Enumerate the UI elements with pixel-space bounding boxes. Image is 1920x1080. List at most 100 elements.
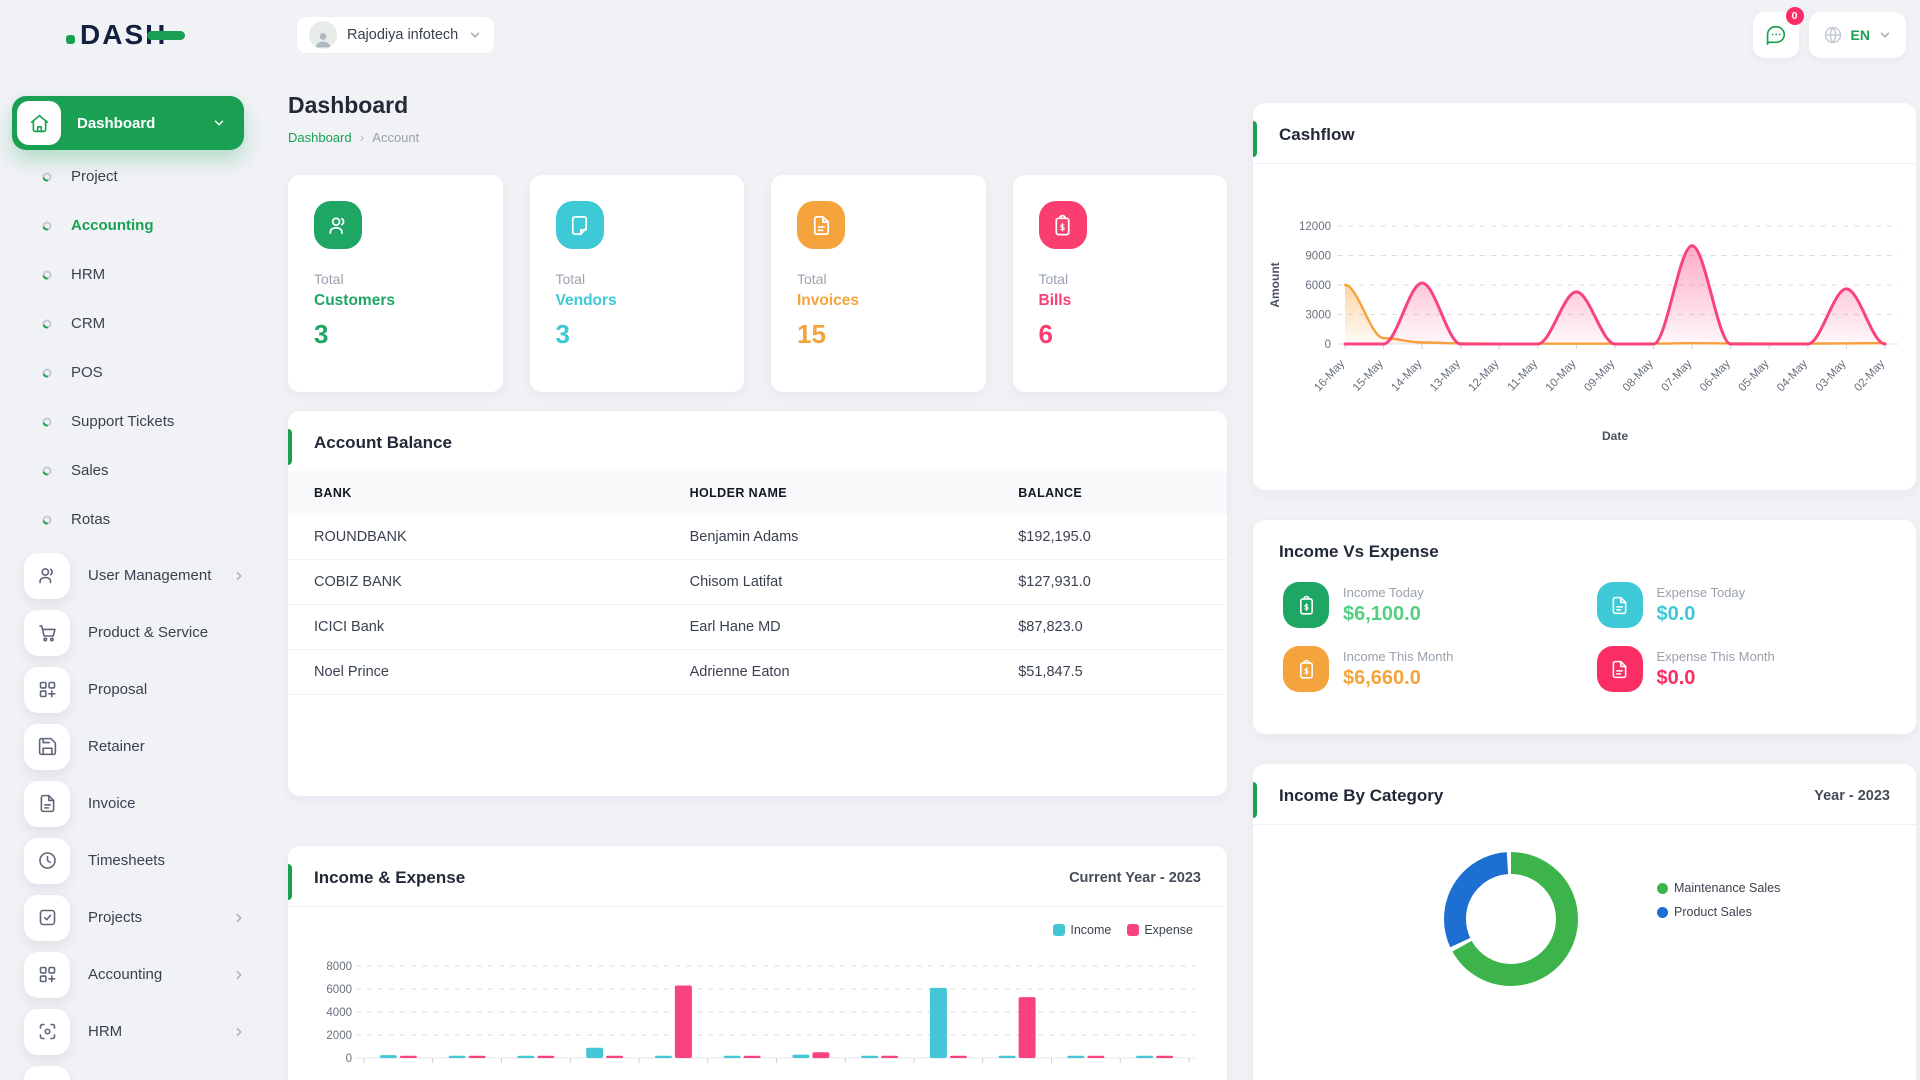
sidebar-item-product-service[interactable]: Product & Service [12,604,264,661]
svg-text:03-May: 03-May [1814,358,1849,394]
svg-text:2000: 2000 [326,1030,352,1042]
stat-value: 15 [797,319,826,349]
svg-text:14-May: 14-May [1389,358,1424,394]
sidebar-item-retainer[interactable]: Retainer [12,718,264,775]
legend-swatch [1127,924,1140,936]
income-by-category-panel: Income By Category Year - 2023 Maintenan… [1253,764,1916,1080]
grid-plus-icon [24,666,70,713]
bullet-icon [42,466,52,476]
svg-text:4000: 4000 [326,1007,352,1019]
tile-label: Expense Today [1656,584,1746,600]
sidebar-item-label: Sales [71,462,109,479]
legend-item-income[interactable]: Income [1053,923,1111,937]
globe-icon [1823,25,1843,45]
sidebar-item-label: Proposal [88,681,148,698]
sidebar-item-label: POS [71,364,103,381]
legend-label: Income [1070,923,1112,937]
users-icon [314,201,362,249]
legend-item-maintenance-sales[interactable]: Maintenance Sales [1657,881,1780,895]
svg-text:09-May: 09-May [1582,358,1617,394]
chevron-right-icon [232,968,246,982]
panel-title: Income & Expense [314,868,466,887]
legend-item-product-sales[interactable]: Product Sales [1657,905,1780,919]
svg-text:8000: 8000 [326,961,352,973]
stat-cards-row: Total Customers 3 Total Vendors 3 Total … [288,175,1227,392]
bar-chart-legend: Income Expense [1053,923,1193,937]
legend-item-expense[interactable]: Expense [1127,923,1193,937]
bullet-icon [42,172,52,182]
grid-plus-icon [24,951,70,998]
panel-period: Current Year - 2023 [1069,870,1201,886]
stat-value: 6 [1038,319,1053,349]
sidebar-item-hrm[interactable]: HRM [12,1003,264,1060]
sidebar-item-accounting[interactable]: Accounting [12,946,264,1003]
sidebar-item-pos[interactable]: POS [12,348,264,397]
sidebar-item-proposal[interactable]: Proposal [12,661,264,718]
sidebar-item-crm[interactable]: CRM [12,299,264,348]
svg-text:06-May: 06-May [1698,358,1733,394]
language-selector[interactable]: EN [1808,11,1906,58]
legend-label: Product Sales [1674,905,1752,919]
tile-label: Income Today [1343,584,1424,600]
svg-text:05-May: 05-May [1737,358,1772,394]
tile-value: $6,660.0 [1343,666,1421,689]
sidebar-item-support-tickets[interactable]: Support Tickets [12,397,264,446]
table-column-header: BANK [288,471,664,515]
svg-text:13-May: 13-May [1428,358,1463,394]
file-text-icon [1596,646,1643,692]
sidebar-item-rotas[interactable]: Rotas [12,495,264,544]
sidebar-item-project[interactable]: Project [12,152,264,201]
bullet-icon [42,368,52,378]
table-cell: Earl Hane MD [663,604,993,650]
sidebar-item-label: Project [71,168,118,185]
sidebar-item-projects[interactable]: Projects [12,889,264,946]
stat-prefix: Total [555,271,586,287]
cashflow-panel: Cashflow 0 3000 6000 9000 12000 16-May 15-May 1… [1253,103,1916,490]
logo-accent-dot [66,35,75,44]
clipboard-dollar-icon: $ [1283,646,1329,692]
income-expense-panel: Income & Expense Current Year - 2023 Inc… [288,846,1227,1080]
check-square-icon [24,894,70,941]
app-logo[interactable]: DASH [66,19,296,51]
sidebar-item-timesheets[interactable]: Timesheets [12,832,264,889]
sidebar-item-hrm[interactable]: HRM [12,250,264,299]
table-row: ROUNDBANK Benjamin Adams $192,195.0 [288,515,1227,560]
sidebar-item-label: HRM [71,266,106,283]
clock-icon [24,837,70,884]
stat-label: Vendors [555,292,617,309]
sidebar-item-label: Retainer [88,738,145,755]
breadcrumb: Dashboard › Account [288,129,1227,145]
logo-accent-dash [147,31,186,40]
table-cell: Benjamin Adams [663,515,993,560]
divider [288,906,1227,907]
sidebar-item-label: Projects [88,909,143,926]
table-cell: Noel Prince [288,649,664,695]
stat-card-customers: Total Customers 3 [288,175,503,392]
donut-legend: Maintenance Sales Product Sales [1657,881,1780,919]
cart-icon [24,609,70,656]
save-icon [24,723,70,770]
table-column-header: BALANCE [992,471,1227,515]
chevron-right-icon [232,1025,246,1039]
sidebar-item-label: CRM [71,315,106,332]
sidebar-item-invoice[interactable]: Invoice [12,775,264,832]
bullet-icon [42,417,52,427]
legend-swatch [1053,924,1066,936]
tile-label: Income This Month [1343,648,1454,664]
breadcrumb-link-dashboard[interactable]: Dashboard [288,129,352,145]
sidebar-item-crm[interactable]: CRM [12,1060,264,1080]
messages-button[interactable]: 0 [1752,6,1804,58]
sidebar-item-accounting[interactable]: Accounting [12,201,264,250]
tile-expense-this-month: Expense This Month $0.0 [1596,646,1891,692]
stat-prefix: Total [314,271,344,287]
sidebar-item-dashboard[interactable]: Dashboard [12,96,244,150]
legend-dot [1657,882,1668,894]
cashflow-area-chart: 0 3000 6000 9000 12000 16-May 15-May 14-May 13-M… [1253,164,1916,472]
avatar [309,20,337,49]
bullet-icon [42,221,52,231]
workspace-switcher[interactable]: Rajodiya infotech [296,15,496,54]
left-column: Dashboard Dashboard › Account Total Cust… [288,92,1227,1080]
sidebar-item-sales[interactable]: Sales [12,446,264,495]
sidebar-item-user-management[interactable]: User Management [12,547,264,604]
panel-title: Income Vs Expense [1279,542,1439,561]
